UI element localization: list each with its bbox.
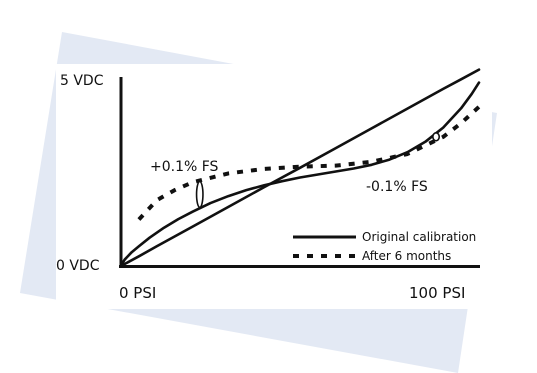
error-marker (195, 180, 204, 209)
legend: Original calibration After 6 months (293, 230, 476, 263)
annotation-label: +0.1% FS (150, 159, 219, 175)
series-layer (119, 68, 481, 268)
legend-label: After 6 months (362, 249, 451, 263)
series-line-solid-0 (119, 81, 481, 268)
y-tick-label: 0 VDC (56, 258, 100, 274)
error-marker (432, 132, 441, 142)
y-tick-label: 5 VDC (60, 73, 104, 89)
series-line-solid-1 (119, 68, 481, 268)
x-tick-label: 100 PSI (409, 284, 465, 302)
annotation-label: -0.1% FS (366, 179, 428, 195)
error-marker-ellipse (432, 132, 441, 142)
marker-layer (195, 132, 441, 209)
x-tick-label: 0 PSI (119, 284, 156, 302)
series-line-dotted (137, 105, 481, 221)
plot-panel (56, 64, 492, 309)
legend-label: Original calibration (362, 230, 476, 244)
error-marker-ellipse (195, 180, 204, 209)
